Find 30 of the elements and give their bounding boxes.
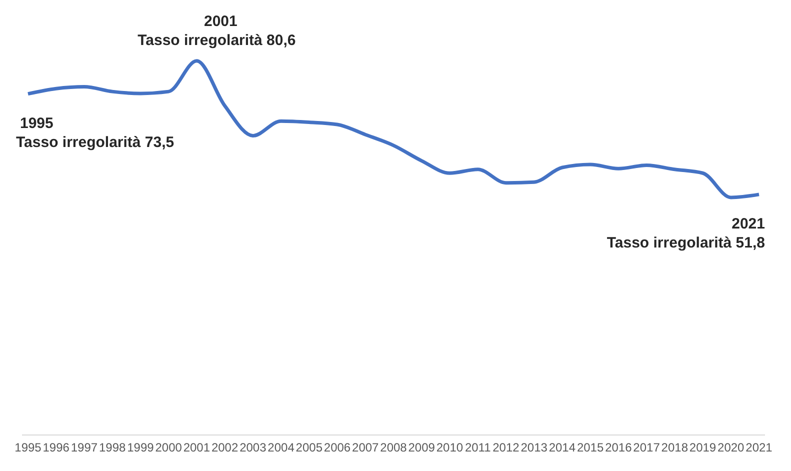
x-tick-label: 1999	[127, 440, 154, 455]
x-tick-label: 2001	[183, 440, 210, 455]
x-tick-label: 2002	[211, 440, 238, 455]
x-tick-label: 2000	[155, 440, 182, 455]
x-tick-label: 2015	[576, 440, 604, 455]
x-tick-label: 1998	[98, 440, 126, 455]
annotation: 1995 Tasso irregolarità 73,5	[16, 114, 174, 151]
x-tick-label: 2010	[436, 440, 464, 455]
x-tick-label: 1997	[70, 440, 98, 455]
x-tick-label: 2007	[352, 440, 380, 455]
x-tick-label: 2020	[718, 440, 745, 455]
x-tick-label: 2004	[268, 440, 295, 455]
x-tick-label: 2021	[746, 440, 773, 455]
x-tick-label: 2017	[633, 440, 660, 455]
annotation: 2001 Tasso irregolarità 80,6	[138, 12, 296, 49]
x-tick-label: 2019	[689, 440, 716, 455]
x-tick-label: 1995	[14, 440, 42, 455]
x-tick-label: 2003	[240, 440, 267, 455]
x-tick-label: 2005	[296, 440, 323, 455]
x-tick-label: 2012	[492, 440, 520, 455]
x-tick-label: 2014	[548, 440, 576, 455]
x-tick-label: 2011	[464, 440, 492, 455]
x-tick-label: 2006	[324, 440, 351, 455]
x-tick-label: 2009	[408, 440, 436, 455]
x-tick-label: 2013	[520, 440, 548, 455]
annotation: 2021 Tasso irregolarità 51,8	[606, 215, 765, 252]
x-tick-label: 2016	[605, 440, 632, 455]
x-tick-label: 2008	[380, 440, 408, 455]
x-tick-label: 1996	[42, 440, 70, 455]
x-tick-label: 2018	[661, 440, 688, 455]
